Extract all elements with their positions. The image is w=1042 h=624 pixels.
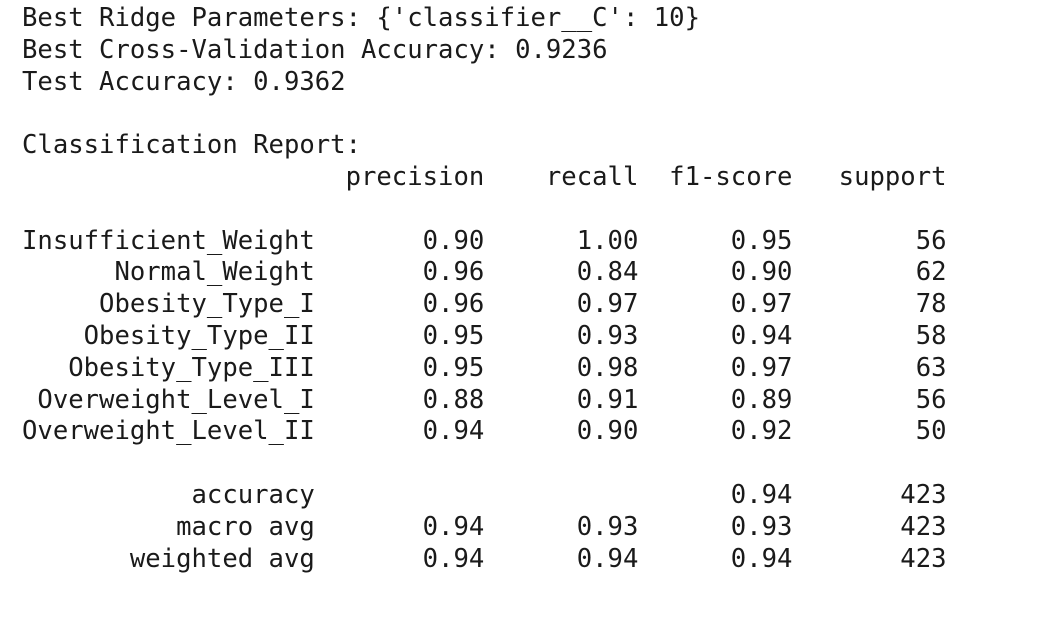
blank-line <box>22 194 947 226</box>
report-header-line: precision recall f1-score support <box>22 161 947 192</box>
report-row: Obesity_Type_I 0.96 0.97 0.97 78 <box>22 289 947 320</box>
report-row: Insufficient_Weight 0.90 1.00 0.95 56 <box>22 225 947 256</box>
blank-line <box>22 98 947 130</box>
summary-row-accuracy: accuracy 0.94 423 <box>22 479 947 510</box>
blank-line <box>22 448 947 480</box>
report-title-line: Classification Report: <box>22 130 361 161</box>
report-row: Normal_Weight 0.96 0.84 0.90 62 <box>22 257 947 288</box>
console-output: Best Ridge Parameters: {'classifier__C':… <box>22 3 947 575</box>
best-params-line: Best Ridge Parameters: {'classifier__C':… <box>22 3 700 33</box>
test-accuracy-line: Test Accuracy: 0.9362 <box>22 66 346 97</box>
report-row: Obesity_Type_II 0.95 0.93 0.94 58 <box>22 320 947 351</box>
report-row: Obesity_Type_III 0.95 0.98 0.97 63 <box>22 352 947 383</box>
cv-accuracy-line: Best Cross-Validation Accuracy: 0.9236 <box>22 34 608 65</box>
report-row: Overweight_Level_II 0.94 0.90 0.92 50 <box>22 416 947 447</box>
summary-row-weighted-avg: weighted avg 0.94 0.94 0.94 423 <box>22 543 947 574</box>
report-row: Overweight_Level_I 0.88 0.91 0.89 56 <box>22 384 947 415</box>
summary-row-macro-avg: macro avg 0.94 0.93 0.93 423 <box>22 511 947 542</box>
